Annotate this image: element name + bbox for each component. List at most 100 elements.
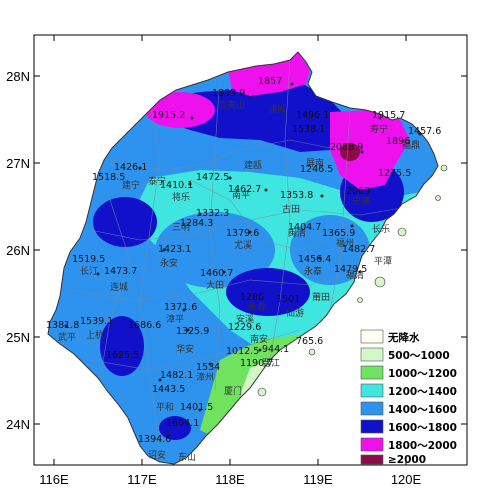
city-label: 屏南 [306, 157, 324, 169]
city-label: 南安 [250, 333, 268, 345]
station-value: 1423.1 [158, 244, 191, 255]
station-value: 1410.1 [160, 180, 193, 191]
station-markers [64, 82, 422, 434]
station-value: 1473.7 [104, 266, 137, 277]
city-label: 福州 [336, 237, 354, 249]
station-value: 1443.5 [152, 384, 185, 395]
station-value: 1284.3 [180, 218, 213, 229]
city-label: 宁德 [352, 195, 370, 207]
x-tick-label: 117E [127, 472, 157, 487]
legend-swatch [360, 347, 384, 362]
station-value: 944.1 [262, 344, 289, 355]
city-label: 福鼎 [402, 139, 420, 151]
station-value: 1381.8 [46, 320, 79, 331]
city-label: 长乐 [372, 223, 390, 235]
city-label: 晋江 [262, 358, 280, 369]
city-label: 大田 [206, 279, 224, 291]
station-value: 1534 [196, 362, 220, 373]
station-value: 1229.6 [228, 322, 261, 333]
y-tick-label: 25N [6, 330, 30, 345]
county-boundaries [69, 59, 421, 451]
field-1600-1800-west [93, 197, 157, 247]
city-label: 永安 [160, 257, 178, 269]
field-over-2000 [340, 143, 360, 161]
y-tick-label: 24N [6, 417, 30, 432]
station-value: 1482.1 [160, 370, 193, 381]
city-label: 三明 [172, 222, 190, 233]
city-label: 东山 [178, 451, 196, 463]
city-label: 长汀 [80, 265, 98, 277]
city-label: 南平 [232, 189, 250, 201]
station-value: 1371.6 [164, 302, 197, 313]
station-value: 1379.6 [226, 228, 259, 239]
x-tick-label: 118E [215, 472, 245, 487]
station-value: 1915.2 [152, 110, 185, 121]
city-label: 尤溪 [234, 239, 252, 251]
station-value: 1426.1 [114, 162, 147, 173]
city-label: 漳平 [166, 313, 184, 325]
city-label: 华安 [176, 343, 194, 355]
station-value: 1538.1 [292, 124, 325, 135]
station-value: 1246.5 [300, 164, 333, 175]
city-label: 泰宁 [148, 175, 166, 187]
station-value: 1625.5 [106, 350, 139, 361]
station-value: 1457.6 [408, 126, 441, 137]
x-tick-label: 120E [391, 472, 422, 487]
city-label: 建瓯 [244, 159, 262, 171]
station-value: 1012.5 [226, 346, 259, 357]
legend-label: 1800～2000 [388, 440, 457, 452]
city-label: 将乐 [172, 191, 190, 203]
station-value: 1456.4 [298, 254, 331, 265]
legend-label: 1400～1600 [388, 404, 457, 416]
station-value: 1496.1 [296, 110, 329, 121]
legend-label: 1200～1400 [388, 386, 457, 398]
station-value: 1479.5 [334, 264, 367, 275]
station-value: 1539.1 [80, 316, 113, 327]
legend-label: 500～1000 [388, 350, 450, 362]
station-values: 1857 1853.9 1915.2 1915.7 1496.1 1457.6 … [46, 76, 441, 445]
city-label: 莆田 [312, 291, 330, 303]
station-value: 1325.9 [176, 326, 209, 337]
legend-label: 无降水 [387, 331, 420, 344]
city-label: 永春 [248, 301, 266, 313]
legend-label: 1000～1200 [388, 368, 457, 380]
city-labels: 武夷山 浦城 寿宁 福鼎 建宁 泰宁 将乐 建瓯 南平 古田 屏南 宁德 三明 … [58, 99, 420, 463]
station-value: 1518.5 [92, 172, 125, 183]
city-label: 浦城 [268, 103, 286, 115]
station-value: 1332.3 [196, 208, 229, 219]
legend-swatch [360, 419, 384, 434]
station-value: 1275.5 [378, 168, 411, 179]
city-label: 仙游 [286, 307, 304, 319]
city-label: 闽清 [288, 227, 306, 239]
x-tick-label: 119E [303, 472, 333, 487]
city-label: 连城 [110, 281, 128, 293]
station-value: 1404.7 [288, 222, 321, 233]
station-value: 1915.7 [372, 110, 405, 121]
field-1600-1800-sw [100, 316, 144, 376]
station-value: 1853.9 [212, 88, 245, 99]
x-tick-labels: 116E 117E 118E 119E 120E [39, 472, 421, 487]
station-value: 1401.5 [180, 402, 213, 413]
station-value: 1857 [258, 76, 282, 87]
legend-swatch [360, 383, 384, 398]
field-1800-2000-nw [145, 92, 215, 128]
field-1400-1600-east [290, 215, 370, 285]
station-value: 1482.7 [342, 244, 375, 255]
city-label: 武平 [58, 331, 76, 343]
x-tick-label: 116E [39, 472, 69, 487]
legend-label: ≥2000 [388, 454, 426, 466]
station-value: 1501 [276, 294, 300, 305]
station-value: 1686.6 [128, 320, 161, 331]
y-tick-labels: 28N 27N 26N 25N 24N [6, 69, 30, 432]
axis-ticks [34, 35, 467, 465]
station-value: 2069 [346, 186, 370, 197]
y-tick-label: 27N [6, 156, 30, 171]
field-1800-2000-ne [330, 110, 410, 190]
city-label: 永泰 [304, 265, 322, 277]
city-label: 福清 [346, 269, 364, 281]
city-label: 平和 [156, 402, 174, 413]
city-label: 安溪 [236, 313, 254, 325]
city-label: 漳州 [196, 371, 214, 383]
city-label: 寿宁 [370, 123, 388, 135]
